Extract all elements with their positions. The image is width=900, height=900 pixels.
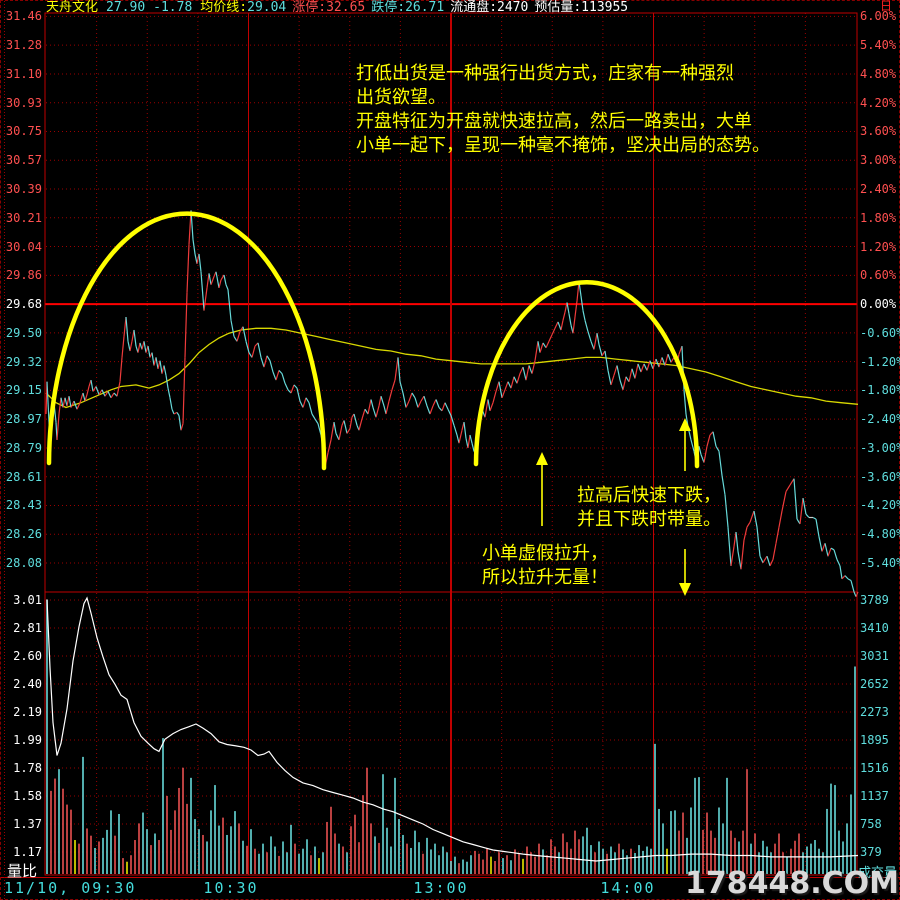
axis-tick-label: 28.61	[5, 469, 42, 484]
info-field: 32.65	[326, 0, 366, 15]
annotation-line: 拉高后快速下跌，	[577, 485, 721, 506]
axis-tick-label: 29.68	[5, 297, 42, 312]
axis-tick-label: 3.60%	[860, 124, 897, 139]
axis-tick-label: 2.40%	[860, 182, 897, 197]
axis-tick-label: 379	[860, 845, 882, 859]
axis-tick-label: 3410	[860, 621, 889, 635]
axis-tick-label: 1.58	[13, 789, 42, 803]
axis-tick-label: 30.57	[5, 153, 42, 168]
info-field: 均价线:	[200, 0, 248, 15]
axis-tick-label: 1.17	[13, 845, 42, 859]
axis-tick-label: -1.80%	[860, 383, 900, 398]
axis-tick-label: 758	[860, 817, 882, 831]
annotation-fake-rally-note: 小单虚假拉升， 所以拉升无量！	[482, 542, 608, 590]
axis-tick-label: 30.75	[5, 124, 42, 139]
axis-tick-label: -0.60%	[860, 325, 900, 340]
axis-tick-label: -1.20%	[860, 354, 900, 369]
info-field: 预估量:	[534, 0, 582, 15]
axis-tick-label: -3.60%	[860, 469, 900, 484]
axis-tick-label: 1.78	[13, 761, 42, 775]
volume-ratio-label: 量比	[7, 862, 38, 880]
watermark: 178448.COM	[684, 866, 899, 900]
axis-tick-label: 30.39	[5, 182, 42, 197]
time-axis-label: 10:30	[203, 879, 259, 897]
axis-tick-label: 1.80%	[860, 210, 897, 225]
info-field: 26.71	[405, 0, 445, 15]
axis-tick-label: 2652	[860, 677, 889, 691]
volume-label: 成交量	[858, 866, 898, 881]
annotation-line: 并且下跌时带量。	[577, 509, 721, 530]
info-field: 29.04	[247, 0, 287, 15]
time-axis-label: 14:00	[600, 879, 656, 897]
axis-tick-label: 30.04	[5, 239, 42, 254]
axis-tick-label: -3.00%	[860, 440, 900, 455]
axis-tick-label: 5.40%	[860, 38, 897, 53]
axis-tick-label: 28.43	[5, 498, 42, 513]
annotation-line: 出货欲望。	[356, 87, 446, 108]
axis-tick-label: 4.20%	[860, 95, 897, 110]
axis-tick-label: 1.99	[13, 733, 42, 747]
axis-tick-label: 1.37	[13, 817, 42, 831]
axis-tick-label: 3.01	[13, 593, 42, 607]
info-field: 27.90	[106, 0, 146, 15]
time-axis-label: 13:00	[413, 879, 469, 897]
annotation-pullback-note: 拉高后快速下跌， 并且下跌时带量。	[577, 484, 721, 532]
annotation-top-block: 打低出货是一种强行出货方式，庄家有一种强烈 出货欲望。 开盘特征为开盘就快速拉高…	[356, 62, 770, 158]
time-axis-label: 11/10, 09:30	[4, 879, 137, 897]
axis-tick-label: 31.46	[5, 9, 42, 24]
axis-tick-label: -5.40%	[860, 556, 900, 571]
axis-tick-label: 31.28	[5, 38, 42, 53]
axis-tick-label: 31.10	[5, 66, 42, 81]
axis-tick-label: 28.97	[5, 412, 42, 427]
axis-tick-label: 28.79	[5, 440, 42, 455]
axis-tick-label: 28.08	[5, 556, 42, 571]
axis-tick-label: -2.40%	[860, 412, 900, 427]
axis-tick-label: 0.00%	[860, 297, 897, 312]
annotation-line: 所以拉升无量！	[482, 567, 608, 588]
info-field: 流通盘:	[450, 0, 498, 15]
axis-tick-label: 2273	[860, 705, 889, 719]
annotation-line: 小单一起下，呈现一种毫不掩饰，坚决出局的态势。	[356, 135, 770, 156]
axis-tick-label: 28.26	[5, 527, 42, 542]
period-day-button[interactable]: 日	[879, 0, 892, 13]
axis-tick-label: 1516	[860, 761, 889, 775]
stock-info-bar: 天舟文化 27.90 -1.78 均价线:29.04 涨停:32.65 跌停:26.71 流…	[46, 1, 628, 14]
axis-tick-label: 3789	[860, 593, 889, 607]
axis-tick-label: 2.40	[13, 677, 42, 691]
axis-tick-label: 29.32	[5, 354, 42, 369]
info-field: 涨停:	[292, 0, 327, 15]
axis-tick-label: 29.86	[5, 268, 42, 283]
axis-tick-label: 2.81	[13, 621, 42, 635]
annotation-line: 开盘特征为开盘就快速拉高，然后一路卖出，大单	[356, 111, 752, 132]
axis-tick-label: 1.20%	[860, 239, 897, 254]
axis-tick-label: 4.80%	[860, 66, 897, 81]
axis-tick-label: 29.15	[5, 383, 42, 398]
info-field: 113955	[581, 0, 629, 15]
info-field: 跌停:	[371, 0, 406, 15]
axis-tick-label: 30.93	[5, 95, 42, 110]
axis-tick-label: 3.00%	[860, 153, 897, 168]
axis-tick-label: 0.60%	[860, 268, 897, 283]
axis-tick-label: -4.80%	[860, 527, 900, 542]
axis-tick-label: 2.60	[13, 649, 42, 663]
axis-tick-label: 30.21	[5, 210, 42, 225]
info-field: 天舟文化	[46, 0, 99, 15]
axis-tick-label: 29.50	[5, 325, 42, 340]
axis-tick-label: 3031	[860, 649, 889, 663]
annotation-line: 小单虚假拉升，	[482, 543, 608, 564]
annotation-line: 打低出货是一种强行出货方式，庄家有一种强烈	[356, 63, 734, 84]
axis-tick-label: -4.20%	[860, 498, 900, 513]
axis-tick-label: 2.19	[13, 705, 42, 719]
axis-tick-label: 6.00%	[860, 9, 897, 24]
axis-tick-label: 1137	[860, 789, 889, 803]
info-field: -1.78	[153, 0, 193, 15]
info-field: 2470	[497, 0, 529, 15]
axis-tick-label: 1895	[860, 733, 889, 747]
